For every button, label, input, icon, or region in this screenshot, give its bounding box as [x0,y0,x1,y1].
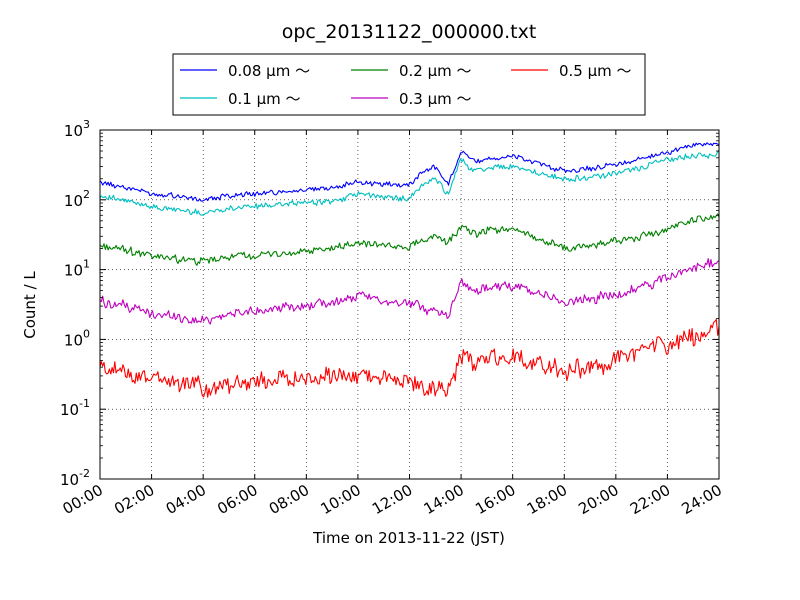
y-axis-label: Count / L [21,271,39,339]
legend-label: 0.1 μm ～ [228,90,301,108]
legend-label: 0.5 μm ～ [559,62,632,80]
series-layer [99,142,720,398]
series-line [99,258,720,325]
series-line [99,318,720,398]
series-line [99,151,720,216]
legend-label: 0.3 μm ～ [399,90,472,108]
series-line [99,213,720,266]
legend-label: 0.08 μm ～ [228,62,310,80]
chart-title: opc_20131122_000000.txt [282,21,537,43]
legend-frame [172,53,646,116]
series-line [99,142,720,202]
x-axis-label: Time on 2013-11-22 (JST) [312,529,505,547]
legend-label: 0.2 μm ～ [399,62,472,80]
legend: 0.08 μm ～ 0.1 μm ～ 0.2 μm ～ 0.3 μm ～ 0.5 μm … [172,53,646,116]
